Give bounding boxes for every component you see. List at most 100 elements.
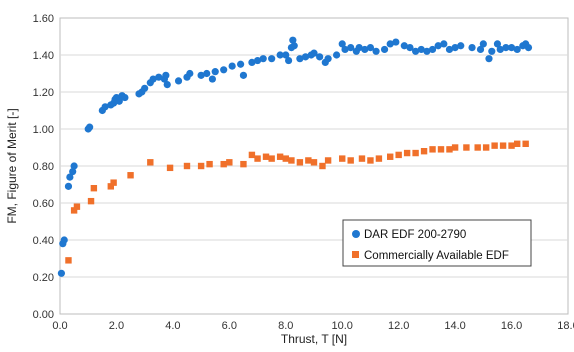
data-point-commercial-edf (127, 172, 134, 179)
data-point-dar-edf (366, 44, 375, 52)
data-point-dar-edf (101, 103, 109, 111)
data-point-dar-edf (355, 44, 363, 52)
data-point-commercial-edf (412, 149, 419, 157)
data-point-dar-edf (203, 69, 211, 78)
data-point-commercial-edf (305, 157, 312, 164)
data-point-dar-edf (276, 51, 284, 59)
y-tick-label: 1.00 (33, 124, 54, 136)
data-point-dar-edf (316, 53, 324, 61)
x-tick-label: 8.0 (278, 320, 293, 332)
data-point-dar-edf (60, 236, 68, 244)
y-tick-label: 0.00 (33, 309, 54, 321)
data-point-dar-edf (285, 56, 293, 65)
data-point-dar-edf (220, 66, 228, 74)
data-point-commercial-edf (429, 146, 436, 153)
legend-box (342, 219, 532, 267)
data-point-commercial-edf (319, 162, 326, 170)
y-tick-label: 1.40 (33, 50, 54, 62)
data-point-dar-edf (392, 38, 400, 46)
data-point-commercial-edf (437, 146, 445, 153)
series-commercial-edf (65, 140, 529, 264)
data-point-commercial-edf (508, 142, 515, 149)
data-point-dar-edf (341, 45, 349, 54)
data-point-dar-edf (468, 44, 476, 52)
data-point-commercial-edf (73, 203, 81, 210)
data-point-dar-edf (347, 44, 355, 52)
data-point-dar-edf (253, 56, 262, 65)
x-tick-label: 4.0 (165, 320, 180, 332)
data-point-dar-edf (70, 162, 78, 170)
x-tick-labels: 0.0 2.0 4.0 6.0 8.0 10.0 12.0 14.0 16.0 18.0 (52, 320, 574, 332)
data-point-dar-edf (338, 40, 346, 48)
data-point-dar-edf (496, 45, 504, 54)
data-point-dar-edf (423, 47, 431, 55)
data-point-dar-edf (174, 77, 183, 85)
data-point-dar-edf (445, 45, 454, 54)
y-tick-label: 0.40 (33, 235, 54, 247)
data-point-dar-edf (141, 84, 149, 92)
data-point-dar-edf (296, 55, 304, 63)
data-point-commercial-edf (514, 140, 521, 147)
data-point-dar-edf (386, 40, 394, 48)
data-point-commercial-edf (451, 144, 459, 151)
data-point-dar-edf (301, 53, 310, 61)
data-point-commercial-edf (288, 157, 295, 164)
data-point-commercial-edf (522, 140, 529, 147)
data-point-commercial-edf (107, 183, 114, 190)
data-point-commercial-edf (147, 159, 154, 166)
data-point-commercial-edf (339, 155, 346, 162)
data-point-dar-edf (400, 42, 408, 50)
data-point-commercial-edf (499, 142, 507, 149)
data-point-commercial-edf (282, 155, 289, 162)
data-point-commercial-edf (197, 162, 205, 170)
data-point-dar-edf (457, 42, 465, 50)
data-point-commercial-edf (90, 185, 98, 192)
data-point-commercial-edf (367, 157, 374, 164)
data-point-dar-edf (268, 55, 276, 63)
x-tick-label: 0.0 (52, 320, 67, 332)
y-tick-labels: 0.00 0.20 0.40 0.60 0.80 1.00 1.20 1.40 1.60 (33, 13, 54, 321)
data-point-commercial-edf (87, 197, 95, 205)
data-point-dar-edf (380, 45, 389, 54)
data-point-commercial-edf (358, 155, 366, 162)
data-point-dar-edf (513, 45, 521, 54)
legend: DAR EDF 200-2790 Commercially Available … (342, 219, 532, 267)
y-axis-label: FM, Figure of Merit [-] (5, 108, 19, 223)
data-point-commercial-edf (296, 159, 304, 166)
data-point-dar-edf (361, 45, 369, 54)
data-point-commercial-edf (463, 144, 470, 151)
data-point-commercial-edf (387, 153, 394, 160)
data-point-dar-edf (434, 42, 442, 50)
data-point-commercial-edf (395, 151, 402, 159)
data-point-dar-edf (524, 44, 533, 52)
x-tick-label: 16.0 (501, 320, 522, 332)
data-point-dar-edf (186, 69, 194, 78)
data-point-commercial-edf (482, 144, 490, 151)
y-tick-label: 0.20 (33, 272, 54, 284)
data-point-dar-edf (163, 81, 171, 89)
data-point-dar-edf (259, 55, 267, 63)
data-point-commercial-edf (254, 155, 261, 162)
data-point-dar-edf (485, 55, 493, 63)
data-point-dar-edf (155, 73, 163, 81)
data-point-commercial-edf (420, 148, 428, 155)
legend-label-dar-edf: DAR EDF 200-2790 (364, 229, 466, 241)
x-tick-label: 2.0 (109, 320, 124, 332)
y-tick-label: 0.60 (33, 198, 54, 210)
data-point-dar-edf (197, 71, 205, 79)
x-axis-label: Thrust, T [N] (281, 332, 347, 346)
data-point-dar-edf (502, 44, 510, 52)
data-point-dar-edf (412, 47, 420, 55)
data-point-commercial-edf (226, 159, 233, 166)
data-point-dar-edf (290, 42, 298, 50)
data-point-commercial-edf (268, 155, 275, 162)
data-point-commercial-edf (220, 160, 227, 168)
data-point-dar-edf (440, 40, 448, 48)
x-tick-label: 18.0 (557, 320, 574, 332)
data-point-commercial-edf (262, 153, 270, 160)
data-point-dar-edf (372, 47, 380, 55)
y-tick-label: 0.80 (33, 161, 54, 173)
data-point-dar-edf (239, 71, 248, 79)
